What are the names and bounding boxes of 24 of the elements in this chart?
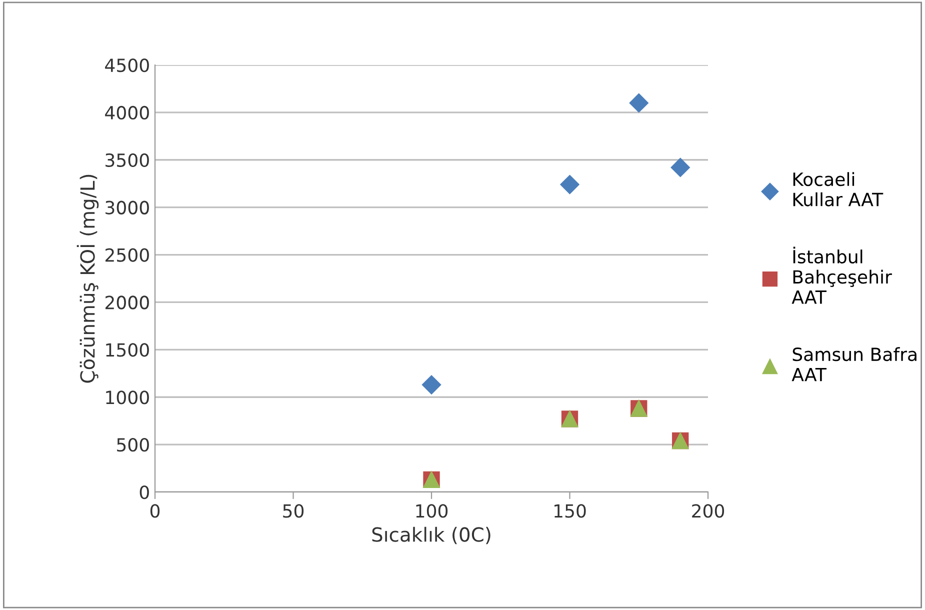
y-tick-label: 3500 bbox=[106, 153, 149, 168]
y-tick-label: 2000 bbox=[106, 296, 149, 310]
y-tick-label: 4500 bbox=[105, 58, 149, 72]
legend-label: Kocaeli Kullar AAT bbox=[793, 172, 884, 206]
y-tick-label: 1500 bbox=[106, 343, 149, 357]
x-tick-label: 0 bbox=[150, 504, 160, 518]
y-tick-label: 1000 bbox=[106, 390, 149, 404]
x-tick-label: 50 bbox=[283, 504, 304, 518]
legend-label: Samsun Bafra AAT bbox=[792, 347, 916, 382]
y-tick-label: 2500 bbox=[106, 248, 149, 262]
legend-label: İstanbul Bahçeşehir AAT bbox=[792, 246, 892, 304]
y-tick-label: 4000 bbox=[105, 106, 149, 120]
y-tick-label: 500 bbox=[117, 438, 149, 452]
x-tick-label: 200 bbox=[692, 504, 724, 518]
point bbox=[670, 158, 690, 178]
x-tick-label: 100 bbox=[416, 504, 448, 518]
y-axis-title: Çözünmüş KOİ (mg/L) bbox=[76, 174, 99, 383]
x-tick-label: 150 bbox=[554, 504, 586, 518]
y-tick-label: 0 bbox=[140, 485, 149, 500]
x-axis-title: Sıcaklık (0C) bbox=[372, 526, 490, 544]
point bbox=[422, 375, 442, 394]
point bbox=[629, 93, 648, 112]
y-tick-label: 3000 bbox=[106, 200, 149, 214]
point bbox=[560, 175, 580, 194]
